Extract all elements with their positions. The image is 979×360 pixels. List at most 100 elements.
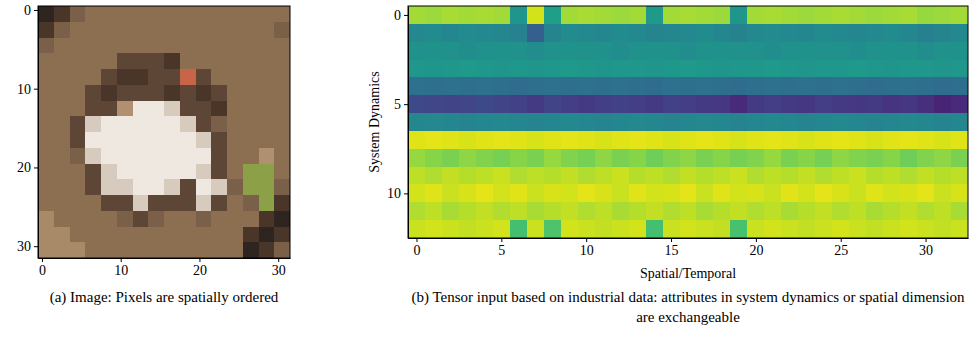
pixel: [243, 38, 259, 54]
cell: [663, 95, 680, 113]
cell: [629, 95, 646, 113]
y-axis-tick: 0: [394, 8, 408, 23]
cell: [696, 149, 713, 167]
cell: [408, 77, 425, 95]
cell: [595, 95, 612, 113]
cell: [510, 77, 527, 95]
pixel: [164, 6, 180, 22]
cell: [832, 220, 849, 238]
cell: [781, 113, 798, 131]
cell: [849, 149, 866, 167]
cell: [815, 149, 832, 167]
pixel: [54, 242, 70, 258]
cell: [730, 24, 747, 42]
cell: [629, 60, 646, 78]
cell: [917, 24, 934, 42]
pixel: [164, 164, 180, 180]
x-axis-tick-mark: [278, 258, 279, 262]
cell: [781, 6, 798, 24]
x-axis-tick-mark: [756, 238, 757, 242]
pixel: [85, 132, 101, 148]
y-axis-tick-label: 10: [17, 82, 31, 97]
cell: [578, 6, 595, 24]
pixel: [164, 179, 180, 195]
cell: [866, 184, 883, 202]
cell: [866, 167, 883, 185]
cell: [612, 95, 629, 113]
cell: [747, 95, 764, 113]
x-axis-tick-label: 15: [665, 243, 679, 258]
cell: [476, 149, 493, 167]
cell: [527, 42, 544, 60]
cell: [459, 131, 476, 149]
pixel: [227, 132, 243, 148]
cell: [680, 149, 697, 167]
cell: [527, 149, 544, 167]
cell: [798, 149, 815, 167]
x-axis-tick: 20: [193, 258, 207, 278]
cell: [629, 220, 646, 238]
cell: [917, 149, 934, 167]
cell: [934, 220, 951, 238]
cell: [493, 24, 510, 42]
cell: [866, 220, 883, 238]
x-axis-tick-label: 20: [749, 243, 763, 258]
pixel: [243, 85, 259, 101]
pixel: [117, 195, 133, 211]
x-axis-tick-label: 10: [580, 243, 594, 258]
cell: [730, 184, 747, 202]
cell: [680, 42, 697, 60]
pixel: [243, 242, 259, 258]
pixel: [85, 38, 101, 54]
pixel: [70, 116, 86, 132]
pixel: [117, 85, 133, 101]
pixel: [117, 148, 133, 164]
pixel: [243, 69, 259, 85]
pixel: [196, 116, 212, 132]
cell: [730, 149, 747, 167]
cell: [900, 113, 917, 131]
cell: [900, 42, 917, 60]
cell: [510, 42, 527, 60]
x-axis-tick-label: 20: [193, 263, 207, 278]
pixel: [227, 164, 243, 180]
pixel: [38, 85, 54, 101]
pixel: [274, 195, 290, 211]
pixel: [70, 195, 86, 211]
cell: [951, 60, 968, 78]
cell: [629, 131, 646, 149]
cell: [510, 6, 527, 24]
cell: [595, 6, 612, 24]
y-axis-tick-label: 20: [17, 160, 31, 175]
pixel: [227, 211, 243, 227]
cell: [764, 113, 781, 131]
x-axis-tick-mark: [501, 238, 502, 242]
cell: [934, 77, 951, 95]
pixel: [54, 38, 70, 54]
pixel: [148, 164, 164, 180]
cell: [934, 24, 951, 42]
cell: [815, 220, 832, 238]
cell: [527, 60, 544, 78]
cell: [578, 220, 595, 238]
cell: [629, 77, 646, 95]
pixel: [101, 242, 117, 258]
y-axis-line: [38, 7, 39, 259]
cell: [595, 42, 612, 60]
pixel: [133, 242, 149, 258]
cell: [781, 149, 798, 167]
pixel: [259, 22, 275, 38]
cell: [561, 149, 578, 167]
cell: [696, 220, 713, 238]
cell: [696, 202, 713, 220]
cell: [459, 60, 476, 78]
pixel: [38, 53, 54, 69]
y-axis-title: System Dynamics: [367, 71, 382, 173]
cell: [747, 220, 764, 238]
pixel: [117, 164, 133, 180]
pixel: [180, 227, 196, 243]
cell: [646, 167, 663, 185]
cell: [900, 167, 917, 185]
pixel: [227, 69, 243, 85]
cell: [866, 60, 883, 78]
